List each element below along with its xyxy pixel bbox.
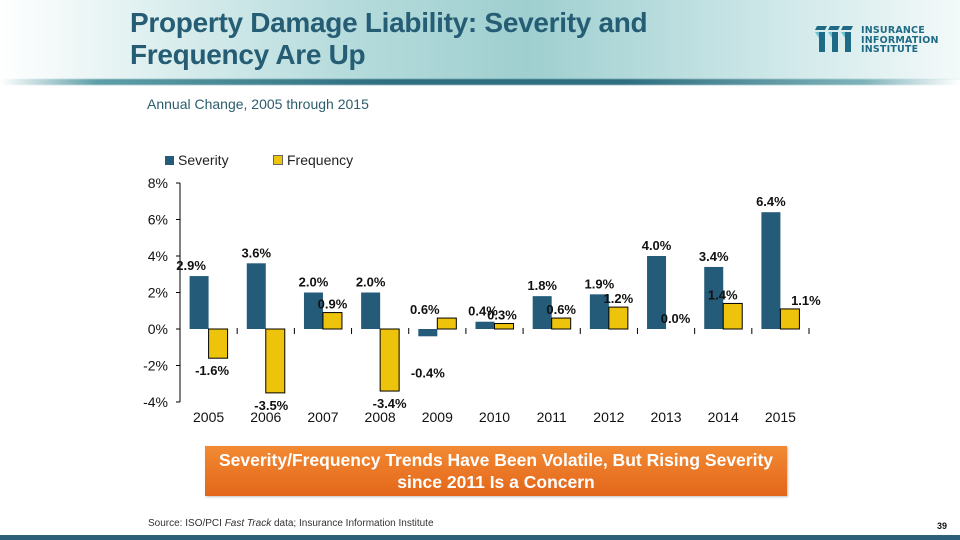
x-tick-label: 2014 xyxy=(708,409,739,425)
frequency-data-label: -1.6% xyxy=(195,363,229,378)
x-tick-label: 2013 xyxy=(650,409,681,425)
frequency-data-label: 0.6% xyxy=(410,302,440,317)
severity-bar xyxy=(475,321,495,329)
frequency-data-label: 0.6% xyxy=(546,302,576,317)
y-tick-label: -4% xyxy=(143,394,168,410)
severity-data-label: 6.4% xyxy=(756,194,786,209)
source-prefix: Source: ISO/PCI xyxy=(148,518,225,529)
logo-line-1: INSURANCE xyxy=(861,25,925,36)
logo-text: INSURANCE INFORMATION INSTITUTE xyxy=(861,26,939,55)
legend-item-frequency: Frequency xyxy=(273,152,353,168)
frequency-data-label: 1.2% xyxy=(604,291,634,306)
y-tick-label: 4% xyxy=(148,248,168,264)
page-number: 39 xyxy=(937,521,948,531)
severity-bar xyxy=(704,266,724,329)
frequency-data-label: 0.3% xyxy=(487,308,517,323)
frequency-bar xyxy=(208,328,229,359)
severity-bar xyxy=(532,296,552,329)
x-tick-label: 2006 xyxy=(250,409,281,425)
x-tick-label: 2010 xyxy=(479,409,510,425)
severity-data-label: 3.6% xyxy=(241,245,271,260)
frequency-bar xyxy=(779,308,800,330)
frequency-bar xyxy=(322,312,343,330)
severity-bar xyxy=(761,212,781,329)
frequency-bar xyxy=(608,306,629,330)
x-tick-label: 2008 xyxy=(365,409,396,425)
severity-data-label: 1.9% xyxy=(585,276,615,291)
x-tick-label: 2007 xyxy=(307,409,338,425)
severity-bar xyxy=(647,256,667,329)
y-tick-label: 8% xyxy=(148,175,168,191)
y-tick-label: 0% xyxy=(148,321,168,337)
iii-logo-icon xyxy=(815,26,853,52)
source-note: Source: ISO/PCI Fast Track data; Insuran… xyxy=(148,518,434,529)
y-tick-label: 6% xyxy=(148,212,168,228)
frequency-bar xyxy=(551,317,572,330)
x-tick-label: 2012 xyxy=(593,409,624,425)
frequency-data-label: 1.1% xyxy=(791,293,821,308)
slide-title: Property Damage Liability: Severity and … xyxy=(130,7,648,70)
frequency-data-label: 0.9% xyxy=(318,297,348,312)
frequency-data-label: 1.4% xyxy=(708,287,738,302)
logo-line-2: INFORMATION xyxy=(861,34,939,46)
x-tick-label: 2015 xyxy=(765,409,796,425)
source-suffix: data; Insurance Information Institute xyxy=(271,518,434,529)
x-tick-label: 2011 xyxy=(537,409,567,425)
logo-line-3: INSTITUTE xyxy=(861,44,919,55)
header-banner xyxy=(0,0,960,80)
legend-label-frequency: Frequency xyxy=(287,152,354,168)
severity-bar xyxy=(589,294,609,329)
iii-logo: INSURANCE INFORMATION INSTITUTE xyxy=(815,24,950,56)
chart-subtitle: Annual Change, 2005 through 2015 xyxy=(147,96,369,112)
source-italic: Fast Track xyxy=(224,518,272,529)
legend-item-severity: Severity xyxy=(165,152,229,168)
frequency-bar xyxy=(379,328,400,392)
severity-bar xyxy=(189,276,209,329)
severity-data-label: 2.9% xyxy=(176,258,206,273)
x-tick-label: 2009 xyxy=(422,409,453,425)
callout-text: Severity/Frequency Trends Have Been Vola… xyxy=(218,450,774,492)
header-divider xyxy=(0,79,960,85)
legend-swatch-severity xyxy=(165,156,174,165)
y-tick-label: -2% xyxy=(143,358,168,374)
severity-bar xyxy=(246,263,266,329)
severity-data-label: -0.4% xyxy=(411,365,445,380)
frequency-data-label: -3.5% xyxy=(254,398,288,413)
severity-data-label: 0.4% xyxy=(468,304,498,319)
severity-bar xyxy=(418,329,438,337)
y-tick-label: 2% xyxy=(148,285,168,301)
legend-label-severity: Severity xyxy=(178,152,229,168)
severity-data-label: 1.8% xyxy=(527,278,557,293)
frequency-bar xyxy=(494,323,514,330)
severity-bar xyxy=(303,292,323,329)
severity-data-label: 4.0% xyxy=(642,238,672,253)
severity-data-label: 2.0% xyxy=(299,275,329,290)
frequency-bar xyxy=(265,328,286,394)
severity-bar xyxy=(361,292,381,329)
frequency-data-label: 0.0% xyxy=(661,311,691,326)
footer-bar xyxy=(0,535,960,540)
severity-data-label: 2.0% xyxy=(356,275,386,290)
x-tick-label: 2005 xyxy=(193,409,224,425)
frequency-bar xyxy=(722,302,743,330)
legend-swatch-frequency xyxy=(273,155,283,165)
severity-data-label: 3.4% xyxy=(699,249,729,264)
callout-box: Severity/Frequency Trends Have Been Vola… xyxy=(205,446,787,496)
frequency-bar xyxy=(436,317,457,330)
frequency-data-label: -3.4% xyxy=(373,396,407,411)
